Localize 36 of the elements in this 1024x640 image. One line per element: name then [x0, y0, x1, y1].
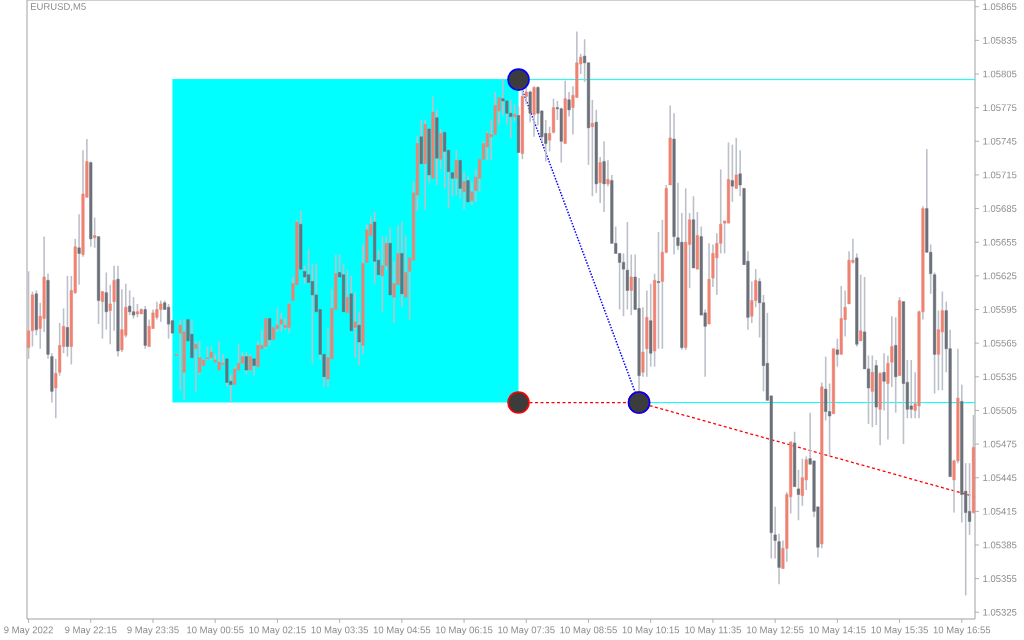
- x-tick-label: 10 May 15:35: [871, 626, 928, 636]
- x-tick-label: 9 May 2022: [4, 626, 53, 636]
- y-tick-label: 1.05625: [983, 272, 1017, 280]
- y-tick-label: 1.05775: [983, 104, 1017, 112]
- x-tick-label: 10 May 12:55: [747, 626, 804, 636]
- y-tick-label: 1.05655: [983, 238, 1017, 246]
- x-tick-label: 10 May 11:35: [685, 626, 741, 636]
- y-tick-label: 1.05535: [983, 373, 1017, 381]
- y-tick-label: 1.05325: [983, 608, 1017, 616]
- y-tick-label: 1.05865: [983, 3, 1017, 11]
- x-tick-label: 9 May 23:35: [127, 626, 179, 636]
- y-tick-label: 1.05835: [983, 36, 1017, 44]
- y-tick-label: 1.05475: [983, 440, 1017, 448]
- x-tick-label: 10 May 16:55: [933, 626, 991, 636]
- y-tick-label: 1.05385: [983, 541, 1017, 549]
- y-tick-label: 1.05445: [983, 474, 1017, 482]
- y-tick-label: 1.05685: [983, 205, 1017, 212]
- x-tick-label: 10 May 10:15: [622, 626, 680, 636]
- y-tick-label: 1.05355: [983, 575, 1017, 582]
- x-tick-label: 10 May 03:35: [311, 626, 369, 636]
- x-tick-label: 10 May 06:15: [436, 626, 493, 636]
- x-tick-label: 10 May 08:55: [560, 626, 617, 636]
- x-tick-label: 10 May 14:15: [809, 626, 866, 636]
- x-tick-label: 10 May 00:55: [187, 626, 244, 636]
- y-tick-label: 1.05745: [983, 137, 1017, 145]
- x-tick-label: 10 May 02:15: [249, 626, 306, 636]
- y-tick-label: 1.05415: [983, 507, 1017, 515]
- y-tick-label: 1.05715: [983, 171, 1017, 179]
- y-tick-label: 1.05805: [983, 70, 1017, 78]
- x-tick-label: 9 May 22:15: [65, 626, 117, 636]
- y-tick-label: 1.05595: [983, 306, 1017, 313]
- y-tick-label: 1.05505: [983, 407, 1017, 414]
- chart-title: EURUSD,M5: [30, 3, 86, 12]
- x-tick-label: 10 May 04:55: [373, 626, 431, 636]
- x-tick-label: 10 May 07:35: [498, 626, 555, 636]
- y-tick-label: 1.05565: [983, 339, 1017, 347]
